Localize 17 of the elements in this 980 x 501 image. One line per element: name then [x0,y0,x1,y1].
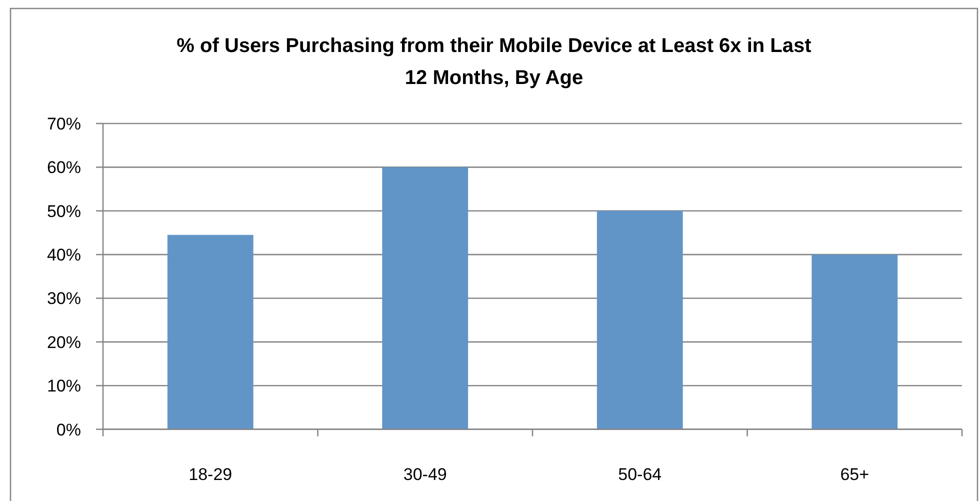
y-tick-label: 60% [46,158,81,178]
chart-title: % of Users Purchasing from their Mobile Device at Least 6x in Last 12 Months, By Age [176,35,812,89]
x-tick-label: 30-49 [403,464,447,484]
x-tick-label: 18-29 [188,464,232,484]
y-tick-label: 0% [56,420,81,440]
y-tick-label: 50% [46,202,81,221]
bar [812,254,898,430]
y-tick-label: 30% [46,289,81,308]
bar [167,234,254,430]
y-tick-label: 20% [46,332,81,352]
bar [382,167,468,430]
bar [596,210,683,430]
x-tick-label: 50-64 [618,464,662,484]
y-tick-label: 10% [46,376,81,396]
y-tick-label: 70% [46,114,81,134]
x-tick-label: 65+ [840,464,870,484]
y-tick-label: 40% [46,246,81,265]
